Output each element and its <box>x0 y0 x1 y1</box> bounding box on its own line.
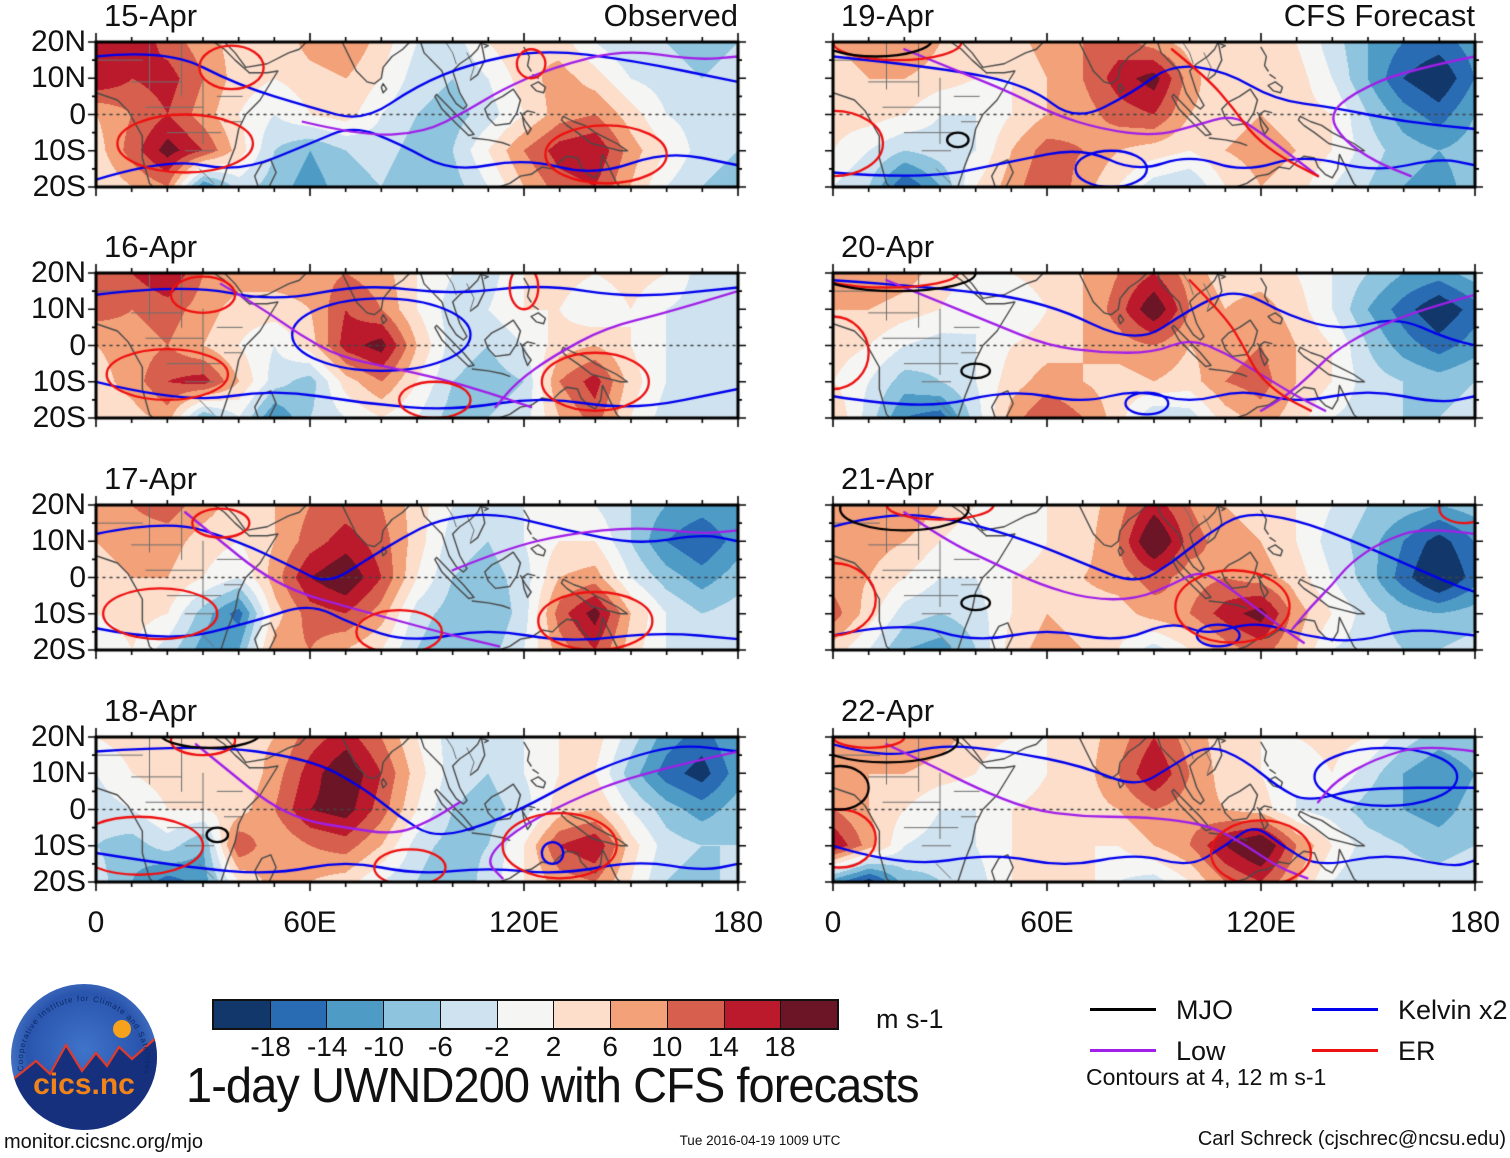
colorbar-cell-6 <box>554 1001 612 1028</box>
panel-date-label: 17-Apr <box>104 461 198 496</box>
lat-tick-label-20S: 20S <box>32 633 86 666</box>
legend-label-er: ER <box>1398 1036 1436 1066</box>
legend-line-low <box>1090 1049 1156 1052</box>
wind-anomaly-map-16apr <box>86 263 748 428</box>
colorbar-cell-1 <box>270 1001 328 1028</box>
map-panel-19apr: 19-Apr CFS Forecast <box>823 0 1485 197</box>
logo-text: cics.nc <box>33 1068 135 1101</box>
map-panel-22apr: 22-Apr <box>823 695 1485 892</box>
wind-anomaly-map-21apr <box>823 495 1485 660</box>
colorbar-cell-5 <box>497 1001 555 1028</box>
colorbar-units: m s-1 <box>876 1004 944 1034</box>
colorbar-cell-9 <box>724 1001 782 1028</box>
lat-tick-label-0: 0 <box>69 97 86 131</box>
cics-nc-logo: cics.nc Cooperative Institute for Climat… <box>11 984 157 1130</box>
panel-date-label: 21-Apr <box>841 461 935 496</box>
map-panel-20apr: 20-Apr <box>823 231 1485 428</box>
cfs-forecast-label: CFS Forecast <box>1283 0 1475 33</box>
lon-tick-label-120E: 120E <box>1225 906 1297 939</box>
colorbar-cell-4 <box>440 1001 498 1028</box>
legend-line-er <box>1312 1049 1378 1052</box>
lat-tick-label-20N: 20N <box>30 488 86 521</box>
lon-tick-label-60E: 60E <box>283 906 337 939</box>
wind-anomaly-map-20apr <box>823 263 1485 428</box>
lon-tick-label-0: 0 <box>824 906 842 939</box>
lat-tick-label-0: 0 <box>69 560 86 594</box>
colorbar-level-6: 6 <box>602 1031 618 1062</box>
legend-label-low: Low <box>1176 1036 1226 1066</box>
colorbar-level-14: 14 <box>707 1031 739 1062</box>
lat-tick-label-20N: 20N <box>30 256 86 289</box>
colorbar-cell-2 <box>327 1001 385 1028</box>
lat-tick-label-20N: 20N <box>30 720 86 753</box>
legend-line-mjo <box>1090 1008 1156 1011</box>
map-panel-16apr: 16-Apr <box>86 231 748 428</box>
lat-tick-label-10S: 10S <box>32 828 86 862</box>
lat-tick-label-10N: 10N <box>30 292 86 326</box>
panel-date-label: 16-Apr <box>104 229 198 264</box>
colorbar-level--18: -18 <box>250 1031 291 1062</box>
logo-sun-icon <box>113 1020 131 1038</box>
map-panel-15apr: 15-Apr Observed <box>86 0 748 197</box>
colorbar-level--10: -10 <box>363 1031 405 1062</box>
lat-tick-label-10S: 10S <box>32 596 86 630</box>
logo-ridge-line <box>11 1036 157 1082</box>
colorbar-level--2: -2 <box>484 1031 510 1062</box>
lat-tick-label-10S: 10S <box>32 364 86 398</box>
footer-timestamp: Tue 2016-04-19 1009 UTC <box>679 1133 841 1148</box>
wind-anomaly-map-15apr <box>86 32 748 197</box>
colorbar-cell-7 <box>611 1001 668 1028</box>
panel-date-label: 22-Apr <box>841 693 935 728</box>
lon-tick-label-180: 180 <box>1449 906 1501 939</box>
wind-anomaly-map-22apr <box>823 727 1485 892</box>
figure-title: 1-day UWND200 with CFS forecasts <box>186 1059 920 1113</box>
legend-label-mjo: MJO <box>1176 995 1233 1025</box>
colorbar-cell-0 <box>214 1001 271 1028</box>
footer-url: monitor.cicsnc.org/mjo <box>4 1131 203 1153</box>
lat-tick-label-0: 0 <box>69 328 86 362</box>
wind-anomaly-map-19apr <box>823 32 1485 197</box>
footer-author: Carl Schreck (cjschrec@ncsu.edu) <box>1197 1128 1506 1150</box>
lat-tick-label-20S: 20S <box>32 170 86 203</box>
lat-tick-label-20S: 20S <box>32 865 86 898</box>
lat-tick-label-20N: 20N <box>30 25 86 58</box>
colorbar-cell-8 <box>667 1001 725 1028</box>
lat-tick-label-10N: 10N <box>30 524 86 558</box>
colorbar-level-10: 10 <box>651 1031 683 1062</box>
lat-tick-label-10S: 10S <box>32 133 86 167</box>
colorbar <box>212 999 839 1030</box>
colorbar-level-2: 2 <box>545 1031 562 1062</box>
lat-tick-label-0: 0 <box>69 792 86 826</box>
lat-tick-label-10N: 10N <box>30 756 86 790</box>
panel-date-label: 18-Apr <box>104 693 198 728</box>
colorbar-cell-10 <box>781 1001 838 1028</box>
map-panel-17apr: 17-Apr <box>86 463 748 660</box>
colorbar-level--6: -6 <box>427 1031 453 1062</box>
wind-anomaly-map-18apr <box>86 727 748 892</box>
map-panel-21apr: 21-Apr <box>823 463 1485 660</box>
observed-label: Observed <box>603 0 738 33</box>
legend-line-kelvin-x2 <box>1312 1008 1378 1011</box>
lon-tick-label-180: 180 <box>712 906 764 939</box>
panel-date-label: 19-Apr <box>841 0 935 33</box>
legend-label-kelvin-x2: Kelvin x2 <box>1398 995 1508 1025</box>
colorbar-level-18: 18 <box>764 1031 796 1062</box>
lon-tick-label-60E: 60E <box>1020 906 1074 939</box>
lon-tick-label-0: 0 <box>87 906 105 939</box>
panel-date-label: 15-Apr <box>104 0 198 33</box>
colorbar-level--14: -14 <box>306 1031 348 1062</box>
map-panel-18apr: 18-Apr <box>86 695 748 892</box>
lon-tick-label-120E: 120E <box>488 906 560 939</box>
panel-date-label: 20-Apr <box>841 229 935 264</box>
wind-anomaly-map-17apr <box>86 495 748 660</box>
colorbar-cell-3 <box>384 1001 441 1028</box>
contour-note: Contours at 4, 12 m s-1 <box>1086 1064 1327 1090</box>
logo-mountains-icon <box>11 1037 157 1130</box>
lat-tick-label-10N: 10N <box>30 61 86 95</box>
lat-tick-label-20S: 20S <box>32 401 86 434</box>
